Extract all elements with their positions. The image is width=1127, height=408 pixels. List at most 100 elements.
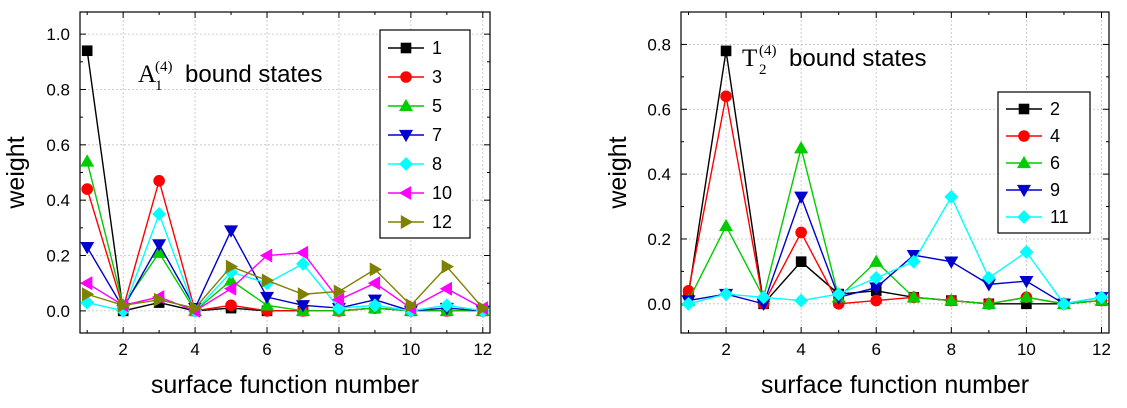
legend-box (379, 29, 471, 239)
data-point (152, 245, 167, 258)
data-point (720, 90, 732, 103)
data-point (981, 296, 996, 309)
annotation-superscript: (4) (155, 59, 173, 75)
data-point (681, 296, 696, 311)
data-point (944, 293, 959, 306)
data-point (261, 273, 275, 288)
data-point (81, 45, 93, 57)
legend-label: 5 (432, 96, 442, 116)
data-point (944, 189, 959, 204)
data-point (1057, 296, 1071, 311)
legend-marker (398, 185, 412, 201)
legend-entry: 7 (388, 125, 442, 145)
data-point (260, 291, 275, 305)
data-point (259, 248, 273, 263)
data-point (152, 239, 167, 252)
data-point (906, 290, 921, 303)
series-12 (82, 259, 490, 316)
series-line (688, 194, 1102, 305)
legend-entry: 10 (388, 183, 452, 203)
data-point (794, 141, 809, 154)
data-point (295, 245, 309, 260)
data-point (720, 45, 732, 57)
annotation-text: bound states (789, 45, 926, 72)
series-line (687, 50, 1102, 306)
legend-entry: 2 (1006, 99, 1060, 119)
legend-label: 4 (1050, 126, 1060, 146)
data-point (331, 292, 345, 307)
legend-label: 10 (432, 183, 452, 203)
legend-marker (1018, 103, 1030, 115)
x-tick-label: 2 (118, 340, 127, 359)
legend-marker (399, 157, 413, 171)
data-point (719, 218, 734, 232)
data-point (223, 281, 237, 296)
x-tick-label: 8 (334, 340, 343, 359)
legend-label: 3 (432, 67, 442, 87)
legend-entry: 8 (388, 154, 442, 174)
legend-label: 11 (1050, 207, 1069, 227)
data-point (297, 287, 311, 302)
data-point (869, 254, 884, 267)
series-line (687, 148, 1102, 305)
data-point (906, 254, 921, 269)
legend-marker (400, 71, 412, 83)
legend-label: 9 (1050, 180, 1060, 200)
chart-panel-right: 2 4 6 8 10 12 0.0 0.2 0.4 0.6 0.8 surface function … (604, 11, 1111, 399)
data-point (439, 298, 454, 313)
data-point (153, 175, 165, 187)
x-tick-label: 10 (401, 340, 420, 359)
data-point (719, 287, 733, 302)
data-point (80, 154, 95, 167)
data-point (369, 262, 383, 277)
y-tick-label: 0.2 (46, 247, 70, 266)
x-tick-label: 6 (262, 340, 271, 359)
data-point (82, 287, 95, 302)
legend-label: 2 (1050, 99, 1060, 119)
y-axis-label: weight (604, 136, 632, 209)
legend-marker (398, 98, 414, 112)
data-point (224, 225, 239, 238)
y-tick-label: 0.6 (46, 136, 70, 155)
legend-marker (398, 129, 414, 143)
y-tick-label: 0.8 (46, 80, 70, 99)
data-point (367, 276, 381, 291)
chart-panel-left: 2 4 6 8 10 12 0.0 0.2 0.4 0.6 0.8 1.0 surface functi… (2, 11, 492, 399)
x-tick-label: 10 (1017, 340, 1036, 359)
data-point (794, 293, 809, 308)
x-axis-label: surface function number (761, 371, 1029, 399)
data-point (1094, 290, 1109, 305)
data-point (439, 281, 453, 296)
data-point (831, 287, 846, 302)
legend-marker (1017, 210, 1031, 224)
x-tick-label: 2 (721, 340, 730, 359)
data-point (225, 259, 239, 274)
legend-label: 12 (432, 212, 452, 232)
legend-entry: 1 (388, 38, 442, 58)
data-point (981, 270, 996, 285)
annotation-superscript: (4) (759, 43, 777, 59)
x-tick-label: 4 (190, 340, 199, 359)
annotation-subscript: 2 (759, 62, 767, 78)
annotation-symbol: A (138, 61, 156, 88)
legend-marker (1018, 130, 1030, 142)
plot-frame (680, 11, 1110, 334)
legend-marker (1016, 184, 1032, 198)
x-tick-label: 12 (473, 340, 492, 359)
y-tick-label: 0.6 (647, 100, 671, 119)
legend: 1 3 5 7 8 10 12 (379, 29, 471, 239)
data-point (260, 298, 275, 311)
x-tick-label: 8 (947, 340, 956, 359)
data-point (80, 276, 93, 291)
legend-marker (1016, 155, 1032, 169)
legend-entry: 5 (388, 96, 442, 116)
legend-entry: 11 (1006, 207, 1069, 227)
x-tick-label: 6 (871, 340, 880, 359)
y-tick-label: 0.4 (647, 165, 671, 184)
data-point (756, 290, 771, 305)
annotation: T (4) 2 bound states (742, 43, 926, 78)
y-tick-label: 0.8 (647, 35, 671, 54)
annotation-symbol: T (742, 45, 757, 72)
data-point (477, 301, 490, 316)
